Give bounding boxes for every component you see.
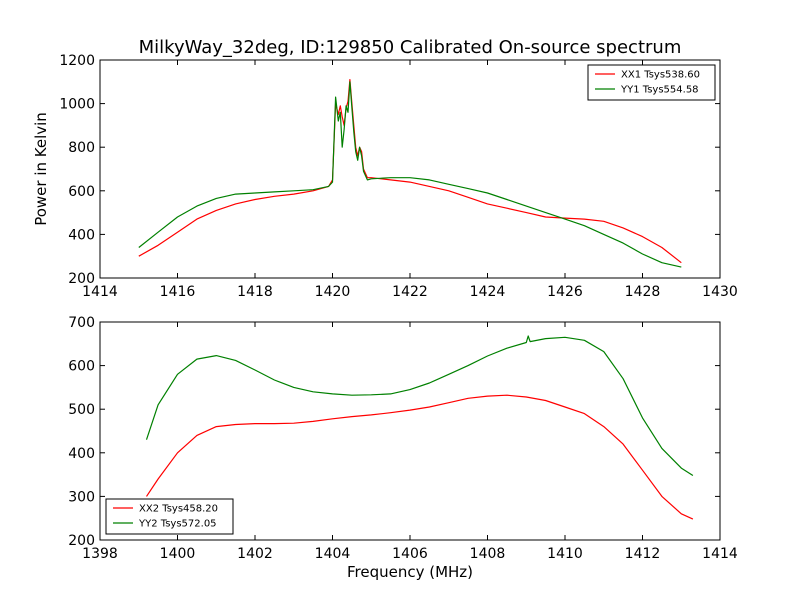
series-layer <box>138 78 682 268</box>
x-tick-label: 1414 <box>702 546 738 562</box>
ticks-layer: 1398 1400 1402 1404 1406 1408 1410 1412 1414 200 3… <box>68 315 738 562</box>
y-tick-label: 600 <box>68 359 95 375</box>
y-tick-label: 600 <box>68 184 95 200</box>
x-tick-label: 1412 <box>625 546 661 562</box>
x-tick-label: 1414 <box>82 284 118 300</box>
series-layer <box>145 335 694 520</box>
x-tick-label: 1422 <box>392 284 428 300</box>
x-tick-label: 1424 <box>470 284 506 300</box>
legend: XX1 Tsys538.60 YY1 Tsys554.58 <box>587 64 716 101</box>
x-tick-label: 1426 <box>547 284 583 300</box>
x-tick-label: 1400 <box>160 546 196 562</box>
y-tick-label: 800 <box>68 140 95 156</box>
x-tick-label: 1408 <box>470 546 506 562</box>
legend: XX2 Tsys458.20 YY2 Tsys572.05 <box>105 498 234 535</box>
chart-title: MilkyWay_32deg, ID:129850 Calibrated On-… <box>139 37 682 58</box>
x-tick-label: 1410 <box>547 546 583 562</box>
legend-label-yy1: YY1 Tsys554.58 <box>620 85 699 96</box>
x-tick-label: 1402 <box>237 546 273 562</box>
series-line-xx2 <box>146 394 694 520</box>
y-tick-label: 1000 <box>59 97 95 113</box>
x-tick-label: 1430 <box>702 284 738 300</box>
top-chart: MilkyWay_32deg, ID:129850 Calibrated On-… <box>32 37 738 300</box>
legend-label-yy2: YY2 Tsys572.05 <box>138 519 217 530</box>
bottom-chart: Frequency (MHz) 1398 1400 1402 1404 1406 1408… <box>68 315 738 581</box>
x-tick-label: 1416 <box>160 284 196 300</box>
y-tick-label: 300 <box>68 489 95 505</box>
legend-label-xx2: XX2 Tsys458.20 <box>139 504 218 515</box>
y-tick-label: 1200 <box>59 53 95 69</box>
y-tick-label: 400 <box>68 446 95 462</box>
series-line-yy1 <box>138 81 682 268</box>
x-tick-label: 1418 <box>237 284 273 300</box>
x-tick-label: 1428 <box>625 284 661 300</box>
x-tick-label: 1406 <box>392 546 428 562</box>
y-tick-label: 500 <box>68 402 95 418</box>
y-axis-label: Power in Kelvin <box>32 112 50 226</box>
y-tick-label: 700 <box>68 315 95 331</box>
legend-frame <box>587 64 716 101</box>
x-tick-label: 1404 <box>315 546 351 562</box>
legend-frame <box>105 498 234 535</box>
series-line-yy2 <box>145 335 694 477</box>
x-axis-label: Frequency (MHz) <box>347 563 473 581</box>
x-tick-label: 1420 <box>315 284 351 300</box>
y-tick-label: 200 <box>68 271 95 287</box>
y-tick-label: 400 <box>68 227 95 243</box>
y-tick-label: 200 <box>68 533 95 549</box>
legend-label-xx1: XX1 Tsys538.60 <box>621 70 700 81</box>
ticks-layer: 1414 1416 1418 1420 1422 1424 1426 1428 1430 200 4… <box>59 53 737 300</box>
x-tick-label: 1398 <box>82 546 118 562</box>
